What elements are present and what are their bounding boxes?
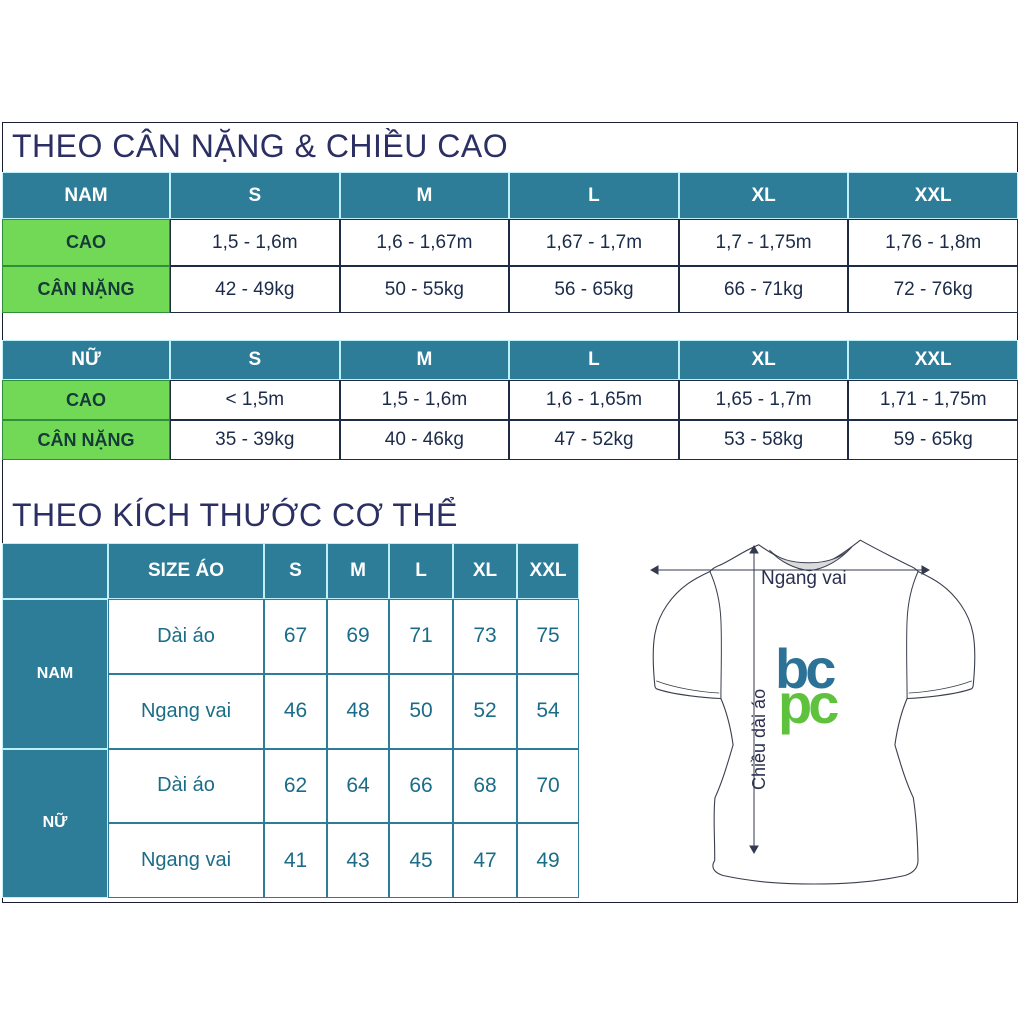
svg-text:Ngang vai: Ngang vai [761,568,847,589]
svg-text:Chiều dài áo: Chiều dài áo [749,689,769,790]
svg-text:pc: pc [778,672,838,735]
